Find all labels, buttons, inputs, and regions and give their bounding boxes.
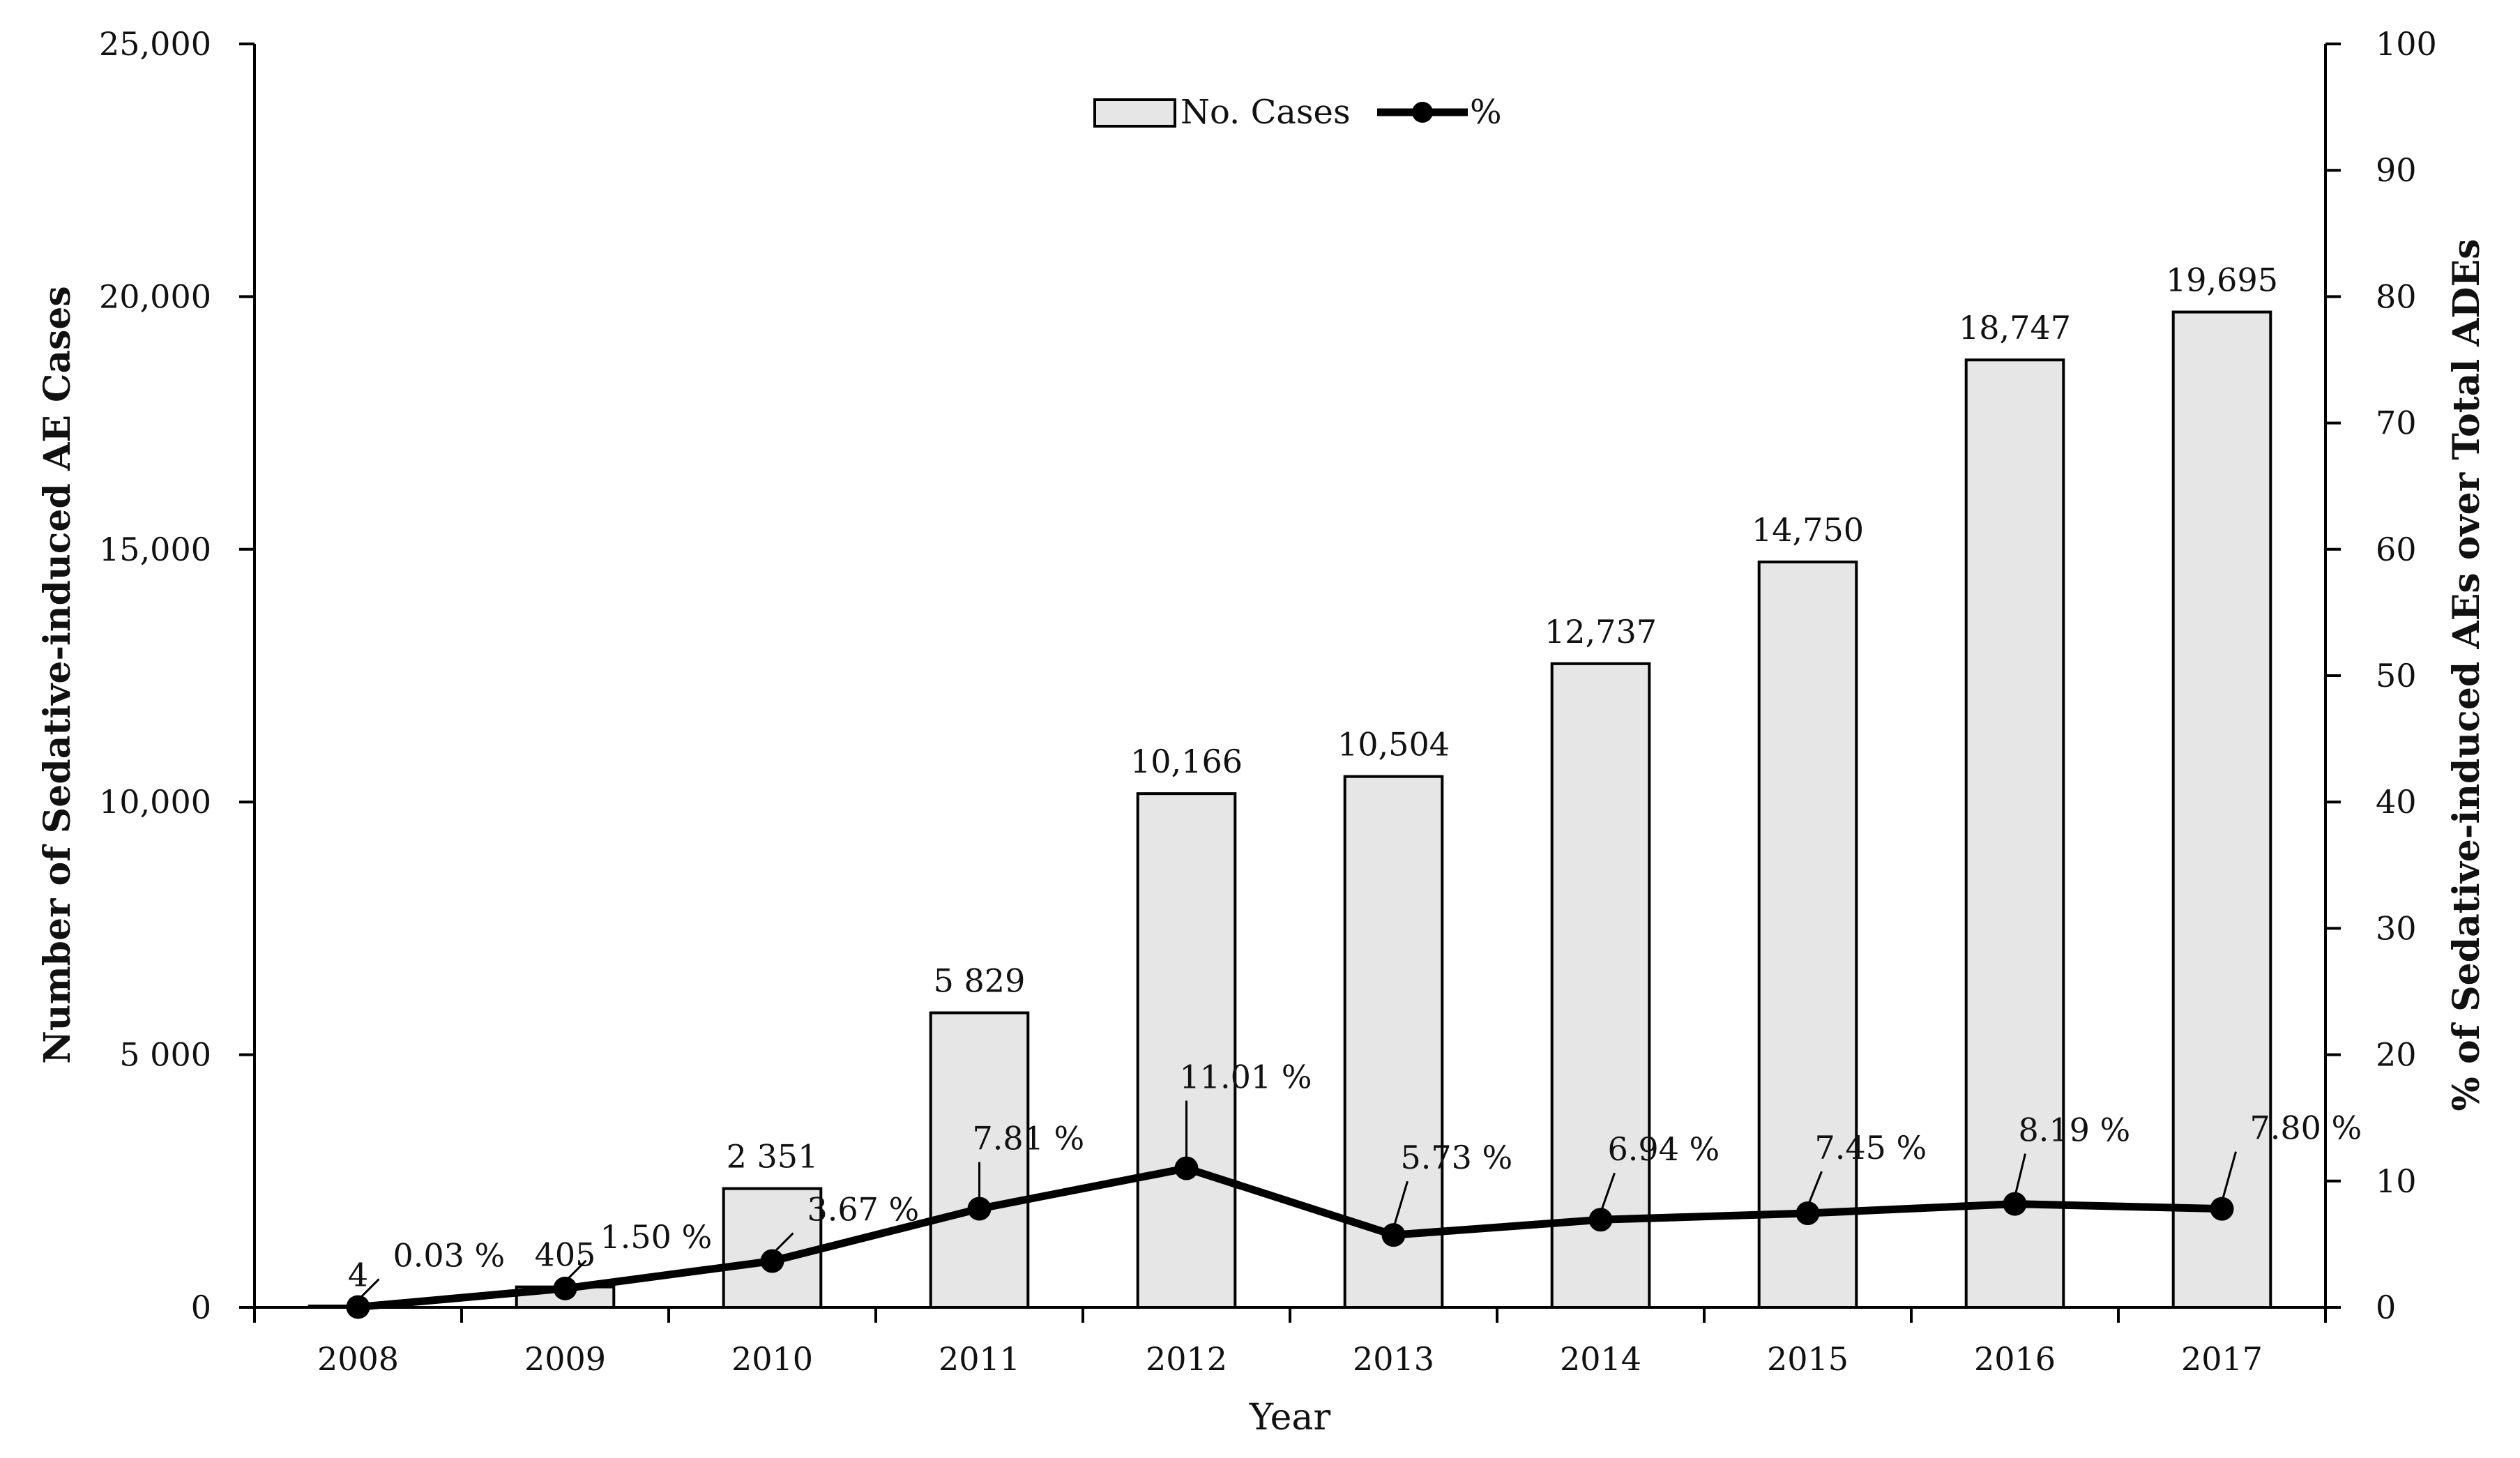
y-left-tick-label: 15,000 xyxy=(99,531,211,568)
percent-point-2017 xyxy=(2210,1197,2234,1221)
percent-point-2014 xyxy=(1588,1208,1613,1232)
bar-cases-2011 xyxy=(929,1011,1030,1309)
bar-cases-2010 xyxy=(722,1187,823,1309)
bar-cases-2012 xyxy=(1136,792,1237,1309)
bar-cases-2016 xyxy=(1964,358,2065,1309)
x-tick-label: 2013 xyxy=(1353,1340,1434,1378)
x-tick-label: 2012 xyxy=(1146,1340,1227,1378)
y-right-tick-label: 20 xyxy=(2376,1036,2417,1074)
y-axis-right-title: % of Sedative-induced AEs over Total ADE… xyxy=(2445,238,2488,1111)
bar-cases-2015 xyxy=(1757,560,1858,1309)
y-axis-left-title: Number of Sedative-induced AE Cases xyxy=(36,286,79,1064)
bar-value-label: 10,504 xyxy=(1337,726,1450,764)
x-tick-label: 2011 xyxy=(939,1340,1020,1378)
percent-value-label: 11.01 % xyxy=(1180,1058,1312,1095)
percent-value-label: 7.81 % xyxy=(973,1119,1085,1157)
bars xyxy=(308,310,2272,1309)
x-tick-label: 2015 xyxy=(1767,1340,1849,1378)
percent-value-label: 1.50 % xyxy=(600,1218,713,1256)
legend-label-percent: % xyxy=(1470,93,1502,132)
percent-leader-line xyxy=(2221,1151,2237,1203)
percent-leader-line xyxy=(771,1232,794,1255)
y-left-tick-label: 20,000 xyxy=(99,278,211,315)
percent-leader-line xyxy=(2014,1153,2026,1197)
y-left-tick-label: 10,000 xyxy=(99,783,211,821)
percent-value-label: 6.94 % xyxy=(1608,1130,1720,1168)
percent-leader-line xyxy=(564,1259,587,1282)
percent-line-layer xyxy=(346,1156,2234,1319)
percent-leader-line xyxy=(1807,1171,1823,1207)
y-left-tick-label: 25,000 xyxy=(99,25,211,63)
percent-value-label: 7.45 % xyxy=(1815,1129,1927,1167)
percent-leader-line xyxy=(1600,1172,1616,1213)
bar-cases-2013 xyxy=(1343,775,1444,1309)
x-tick-label: 2008 xyxy=(317,1340,399,1378)
x-tick-label: 2009 xyxy=(524,1340,606,1378)
x-tick-label: 2014 xyxy=(1560,1340,1641,1378)
percent-leader-line xyxy=(1392,1180,1409,1229)
bar-value-label: 14,750 xyxy=(1752,511,1864,549)
y-right-tick-label: 70 xyxy=(2376,404,2417,442)
percent-point-2009 xyxy=(553,1276,577,1300)
bar-value-label: 2 351 xyxy=(727,1138,819,1176)
y-right-tick-label: 80 xyxy=(2376,278,2417,315)
bar-value-label: 10,166 xyxy=(1130,743,1243,780)
percent-point-2012 xyxy=(1174,1156,1199,1180)
y-left-tick-label: 0 xyxy=(191,1289,211,1326)
legend-bar-swatch xyxy=(1093,98,1176,128)
percent-point-2011 xyxy=(967,1197,992,1221)
legend-line-marker xyxy=(1412,102,1433,123)
y-right-tick-label: 100 xyxy=(2376,25,2437,63)
percent-value-label: 0.03 % xyxy=(393,1236,506,1274)
bar-value-label: 12,737 xyxy=(1544,613,1657,651)
percent-point-2008 xyxy=(346,1295,370,1319)
y-right-tick-label: 10 xyxy=(2376,1162,2417,1200)
percent-point-2016 xyxy=(2003,1192,2027,1216)
bar-value-label: 18,747 xyxy=(1959,309,2071,347)
percent-point-2015 xyxy=(1796,1201,1820,1226)
y-right-tick-label: 0 xyxy=(2376,1289,2396,1326)
bar-value-label: 4 xyxy=(348,1256,368,1294)
x-tick-label: 2017 xyxy=(2181,1340,2263,1378)
bar-cases-2014 xyxy=(1550,662,1651,1309)
y-right-tick-label: 90 xyxy=(2376,151,2417,189)
bar-value-label: 5 829 xyxy=(934,962,1026,1000)
percent-value-label: 5.73 % xyxy=(1401,1139,1513,1176)
percent-value-label: 8.19 % xyxy=(2019,1111,2131,1149)
bar-cases-2017 xyxy=(2171,310,2272,1309)
percent-value-label: 3.67 % xyxy=(807,1190,920,1228)
percent-point-2013 xyxy=(1381,1223,1406,1247)
percent-leader-line xyxy=(357,1278,380,1301)
axes: 05 00010,00015,00020,00025,0000102030405… xyxy=(99,25,2437,1378)
y-right-tick-label: 50 xyxy=(2376,657,2417,694)
x-axis-title: Year xyxy=(1249,1397,1331,1438)
x-tick-label: 2016 xyxy=(1974,1340,2056,1378)
legend-label-cases: No. Cases xyxy=(1181,93,1351,132)
y-right-tick-label: 40 xyxy=(2376,783,2417,821)
y-right-tick-label: 60 xyxy=(2376,531,2417,568)
percent-line xyxy=(358,1164,2222,1311)
bar-value-label: 405 xyxy=(535,1236,596,1274)
x-tick-label: 2010 xyxy=(731,1340,813,1378)
bar-value-label: 19,695 xyxy=(2166,261,2278,299)
y-left-tick-label: 5 000 xyxy=(119,1036,211,1074)
legend: No. Cases % xyxy=(1093,93,1502,132)
percent-point-2010 xyxy=(760,1249,784,1273)
y-right-tick-label: 30 xyxy=(2376,909,2417,947)
data-labels: 4 405 2 351 5 829 10,166 10,504 12,737 14,750 18… xyxy=(348,261,2362,1301)
percent-value-label: 7.80 % xyxy=(2250,1109,2362,1147)
